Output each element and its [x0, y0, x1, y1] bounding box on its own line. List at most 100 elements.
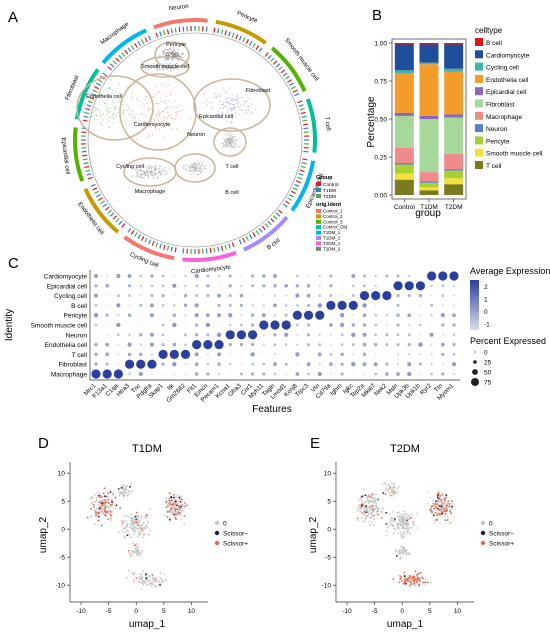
legend-swatch	[316, 236, 321, 240]
cell-point	[397, 526, 399, 529]
cell-point	[108, 111, 111, 113]
cell-point	[122, 486, 125, 488]
expression-dot	[116, 322, 121, 328]
expression-dot	[194, 362, 199, 367]
cell-point	[105, 496, 107, 499]
stacked-bar-panel: Percentage group celltype 0.000.250.500.…	[366, 26, 543, 219]
cell-point	[450, 521, 452, 524]
cell-point	[205, 165, 207, 168]
cell-point	[104, 510, 107, 513]
cell-point	[230, 146, 233, 149]
cell-point	[168, 499, 171, 502]
cell-point	[195, 169, 198, 172]
sector-tick	[278, 209, 283, 214]
cell-point	[437, 512, 440, 514]
cell-point	[141, 523, 144, 525]
cell-point	[152, 95, 154, 98]
cell-point	[202, 161, 205, 163]
cell-point	[153, 172, 156, 174]
cell-point	[169, 501, 172, 503]
cell-point	[163, 116, 165, 118]
cell-point	[184, 164, 187, 166]
sector-band	[290, 160, 316, 212]
cell-point	[238, 145, 240, 147]
cell-point	[97, 109, 100, 111]
cell-point	[170, 124, 172, 126]
expression-dot	[128, 324, 131, 326]
expression-dot	[385, 372, 389, 376]
sector-tick	[298, 173, 304, 176]
cell-point	[440, 498, 442, 501]
cell-point	[140, 573, 143, 576]
cell-point	[230, 145, 232, 147]
cell-point	[123, 519, 126, 522]
cell-point	[405, 552, 408, 554]
expression-dot	[418, 293, 423, 298]
cell-point	[102, 501, 105, 503]
cell-point	[95, 507, 98, 510]
expression-dot	[340, 352, 344, 357]
expression-dot	[127, 342, 132, 347]
cell-point	[148, 579, 151, 582]
cell-point	[385, 489, 388, 491]
cell-point	[165, 68, 167, 71]
cell-point	[244, 102, 246, 104]
sector-tick	[213, 247, 216, 253]
legend-swatch	[316, 241, 321, 246]
identity-label: Endothelia cell	[45, 342, 88, 349]
identity-label: Smooth muscle cell	[31, 323, 88, 330]
cell-point	[132, 542, 135, 545]
cell-point	[158, 171, 161, 173]
expression-dot	[407, 333, 411, 337]
sector-tick	[217, 246, 220, 252]
cell-point	[176, 49, 179, 51]
cell-point	[141, 107, 143, 109]
cell-point	[144, 174, 147, 177]
cell-point	[172, 47, 175, 49]
sector-tick	[83, 162, 89, 165]
cell-point	[123, 488, 126, 490]
expression-dot	[94, 293, 98, 298]
cell-point	[145, 137, 147, 139]
cell-point	[231, 145, 234, 148]
cell-point	[365, 500, 368, 503]
cell-point	[109, 517, 112, 520]
color-bar	[470, 280, 479, 330]
cell-point	[372, 515, 375, 518]
cell-point	[136, 516, 139, 519]
cell-point	[136, 522, 139, 525]
y-tick-label: -10	[56, 583, 66, 590]
sector-tick	[285, 200, 290, 205]
cell-point	[142, 536, 144, 539]
legend-dot	[214, 540, 220, 546]
cell-point	[165, 117, 168, 119]
cell-point	[166, 172, 168, 175]
legend-dot	[214, 520, 220, 526]
expression-dot	[207, 304, 209, 307]
expression-dot	[228, 313, 233, 318]
cell-point	[167, 122, 169, 125]
cell-point	[97, 519, 100, 522]
legend-label: Scissor−	[489, 531, 514, 538]
sector-tick	[127, 47, 132, 53]
cell-point	[172, 59, 174, 61]
cell-point	[407, 581, 410, 584]
cell-point	[223, 145, 225, 148]
cell-point	[236, 94, 239, 96]
cell-point	[392, 525, 394, 528]
expression-dot	[139, 324, 142, 326]
cell-point	[116, 111, 119, 114]
cell-point	[413, 581, 416, 583]
legend-swatch	[316, 188, 321, 192]
cell-point	[105, 109, 108, 111]
expression-dot	[317, 371, 322, 377]
cell-point	[148, 583, 151, 586]
cell-point	[143, 105, 146, 107]
cell-point	[430, 511, 433, 513]
cell-point	[402, 552, 405, 555]
expression-dot	[203, 340, 213, 350]
cell-point	[407, 526, 410, 529]
cell-point	[432, 514, 435, 517]
cell-point	[398, 519, 401, 522]
cell-point	[451, 505, 454, 508]
